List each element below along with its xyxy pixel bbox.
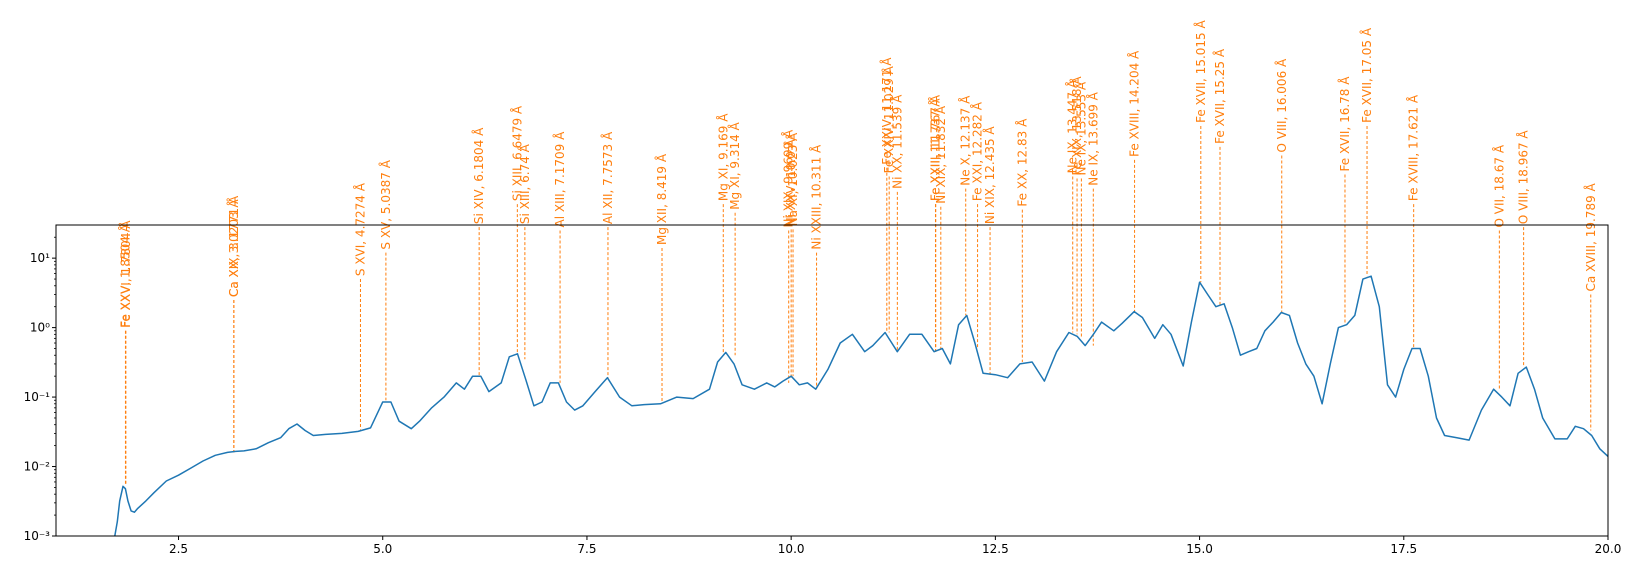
x-axis: 2.5 5.0 7.5 10.0 12.5 15.0 17.5 20.0 xyxy=(169,536,1621,556)
emission-line-label: Al XII, 7.7573 Å xyxy=(600,131,615,224)
y-tick-label: 10⁻¹ xyxy=(24,390,51,404)
emission-line-label: Ne IX, 13.447 Å xyxy=(1065,79,1080,173)
x-tick-label: 2.5 xyxy=(169,542,188,556)
y-axis: 10⁻³ 10⁻² 10⁻¹ 10⁰ 10¹ xyxy=(24,236,56,543)
emission-line-label: Fe XVIII, 17.621 Å xyxy=(1406,94,1421,201)
emission-line-label: Si XIII, 6.6479 Å xyxy=(509,105,524,201)
emission-line-label: Mg XI, 9.169 Å xyxy=(715,113,730,201)
x-tick-label: 17.5 xyxy=(1390,542,1417,556)
emission-line-label: Ca XVIII, 19.789 Å xyxy=(1583,182,1598,291)
emission-line-label: Fe XVII, 17.05 Å xyxy=(1359,27,1374,123)
emission-line-label: Fe XXV, 1.8504 Å xyxy=(118,223,133,328)
emission-line-label: Ni XX, 11.539 Å xyxy=(889,94,904,189)
emission-line-label: Fe XVII, 16.78 Å xyxy=(1337,76,1352,172)
emission-line-label: Fe XVII, 15.25 Å xyxy=(1212,48,1227,144)
emission-line-label: Fe XX, 12.83 Å xyxy=(1014,118,1029,207)
spectrum-series-line xyxy=(114,275,1608,536)
x-tick-label: 20.0 xyxy=(1595,542,1622,556)
emission-line-label: Al XIII, 7.1709 Å xyxy=(552,131,567,228)
emission-line-label: Ni XXV, 10.0 Å xyxy=(783,138,798,226)
emission-line-label: Fe XXIV, 11.171 Å xyxy=(879,57,894,165)
emission-line-label: Ca XIX, 3.1771 Å xyxy=(226,195,241,297)
plot-frame xyxy=(55,224,1609,537)
emission-line-markers: Fe XXV, 1.8504 ÅFe XXVI, 1.7804 Å Ca XIX,… xyxy=(118,20,1598,485)
emission-line-label: O VII, 18.67 Å xyxy=(1491,144,1506,227)
emission-line-label: Fe XIX, 13.518 Å xyxy=(1069,76,1084,176)
series-layer xyxy=(114,275,1608,536)
x-tick-label: 10.0 xyxy=(778,542,805,556)
x-tick-label: 5.0 xyxy=(373,542,392,556)
emission-line-label: Mg XII, 8.419 Å xyxy=(654,153,669,245)
emission-line-label: Ni XXIII, 10.311 Å xyxy=(809,144,824,250)
emission-line-label: Si XIV, 6.1804 Å xyxy=(471,127,486,224)
emission-line-label: Mg XI, 9.314 Å xyxy=(727,121,742,209)
emission-line-label: Na XI, 10.023 Å xyxy=(785,132,800,226)
y-tick-label: 10⁻³ xyxy=(24,529,51,543)
emission-line-label: Fe XXVI, 1.7804 Å xyxy=(118,220,133,328)
emission-line-label: Ne X, 12.137 Å xyxy=(958,95,973,186)
emission-line-label: S XVI, 4.7274 Å xyxy=(353,182,368,276)
emission-line-label: Ni XIX, 12.435 Å xyxy=(982,126,997,225)
emission-line-label: Fe XVIII, 14.204 Å xyxy=(1127,50,1142,157)
x-tick-label: 12.5 xyxy=(982,542,1009,556)
emission-line-label: Si XIII, 6.74 Å xyxy=(517,143,532,224)
emission-line-label: Fe XXIV, 11.029 Å xyxy=(881,65,896,173)
emission-line-label: Fe XXIII, 11.767 Å xyxy=(928,94,943,201)
emission-line-label: Ca XX, 3.0203 Å xyxy=(226,199,241,297)
emission-line-label: Ne IX, 13.553 Å xyxy=(1073,81,1088,175)
emission-line-label: Fe XXII, 11.737 Å xyxy=(928,98,943,201)
y-tick-label: 10⁰ xyxy=(30,321,50,335)
x-tick-label: 7.5 xyxy=(577,542,596,556)
emission-line-label: S XV, 5.0387 Å xyxy=(378,159,393,249)
emission-line-label: Ne IX, 13.699 Å xyxy=(1085,91,1100,185)
emission-line-label: O VIII, 16.006 Å xyxy=(1274,58,1289,153)
y-tick-label: 10⁻² xyxy=(24,460,51,474)
emission-line-label: Fe XXI, 12.282 Å xyxy=(970,101,985,201)
emission-line-label: O VIII, 18.967 Å xyxy=(1516,130,1531,225)
emission-line-label: Ni XIX, 11.832 Å xyxy=(933,105,948,204)
x-tick-label: 15.0 xyxy=(1186,542,1213,556)
emission-line-label: Ni XIX, 9.9699 Å xyxy=(781,129,796,228)
emission-line-label: Fe XVII, 15.015 Å xyxy=(1193,20,1208,123)
y-tick-label: 10¹ xyxy=(30,251,50,265)
